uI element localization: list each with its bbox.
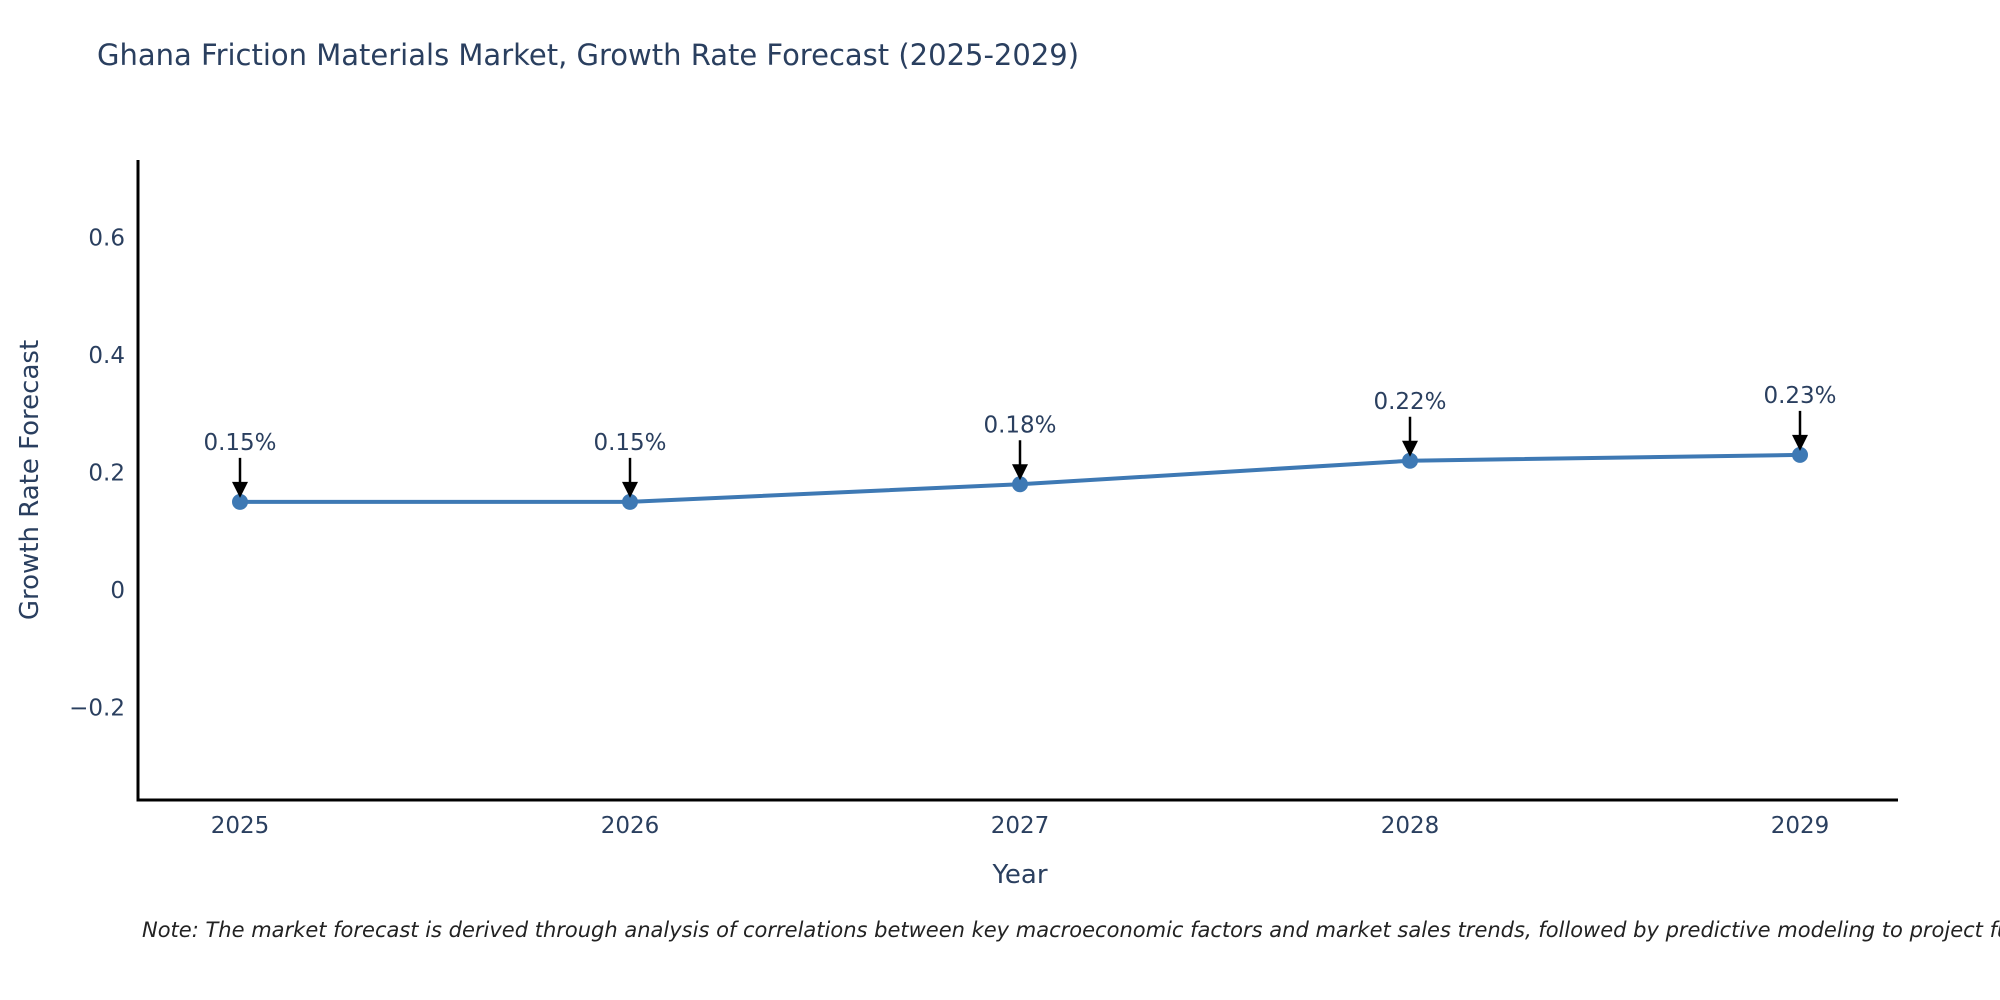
point-value-label: 0.18% [983,412,1056,438]
y-tick-label: 0.6 [88,226,125,252]
annotation-arrowhead-icon [622,481,638,498]
annotation-arrowhead-icon [1402,440,1418,457]
x-tick-label: 2025 [211,813,270,839]
annotation-arrowhead-icon [1792,434,1808,451]
y-tick-label: 0 [110,578,125,604]
point-value-label: 0.15% [593,430,666,456]
y-tick-label: 0.2 [88,461,125,487]
point-value-label: 0.22% [1373,389,1446,415]
data-point-marker [1402,452,1418,469]
point-annotations: 0.15% 0.15% 0.18% 0.22% 0.23% [203,383,1837,498]
data-point-marker [1012,476,1028,493]
data-point-marker [1792,446,1808,463]
x-tick-label: 2028 [1381,813,1440,839]
y-tick-label: 0.4 [88,343,125,369]
x-tick-label: 2026 [601,813,660,839]
footnote: Note: The market forecast is derived thr… [142,918,2000,942]
y-axis-tick-labels: −0.2 0 0.2 0.4 0.6 [69,226,125,722]
x-tick-label: 2027 [991,813,1050,839]
line-series [232,446,1808,510]
annotation-arrowhead-icon [232,481,248,498]
y-tick-label: −0.2 [69,696,125,722]
annotation-arrowhead-icon [1012,464,1028,481]
chart-title: Ghana Friction Materials Market, Growth … [97,38,1080,72]
x-axis-tick-labels: 2025 2026 2027 2028 2029 [211,813,1830,839]
data-point-marker [232,493,248,510]
y-axis-title: Growth Rate Forecast [15,339,45,621]
data-point-marker [622,493,638,510]
axis-lines [136,160,1898,802]
point-value-label: 0.15% [203,430,276,456]
point-value-label: 0.23% [1763,383,1836,409]
x-axis-title: Year [992,860,1048,890]
x-tick-label: 2029 [1771,813,1830,839]
